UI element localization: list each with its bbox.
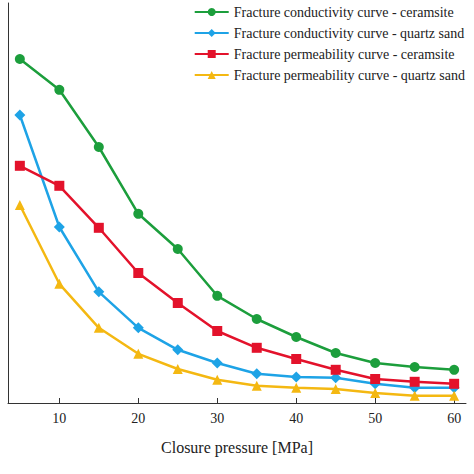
svg-text:Fracture conductivity curve -: Fracture conductivity curve - quartz san… — [234, 26, 465, 41]
svg-text:Fracture conductivity curve -: Fracture conductivity curve - ceramsite — [234, 5, 454, 20]
svg-text:Closure pressure [MPa]: Closure pressure [MPa] — [161, 439, 313, 457]
svg-text:Fracture permeability curve -: Fracture permeability curve - quartz san… — [234, 68, 465, 83]
svg-text:20: 20 — [131, 411, 145, 426]
svg-text:30: 30 — [210, 411, 224, 426]
svg-text:50: 50 — [368, 411, 382, 426]
svg-text:60: 60 — [447, 411, 461, 426]
svg-text:40: 40 — [289, 411, 303, 426]
svg-text:10: 10 — [52, 411, 66, 426]
svg-text:Fracture permeability curve -: Fracture permeability curve - ceramsite — [234, 47, 455, 62]
